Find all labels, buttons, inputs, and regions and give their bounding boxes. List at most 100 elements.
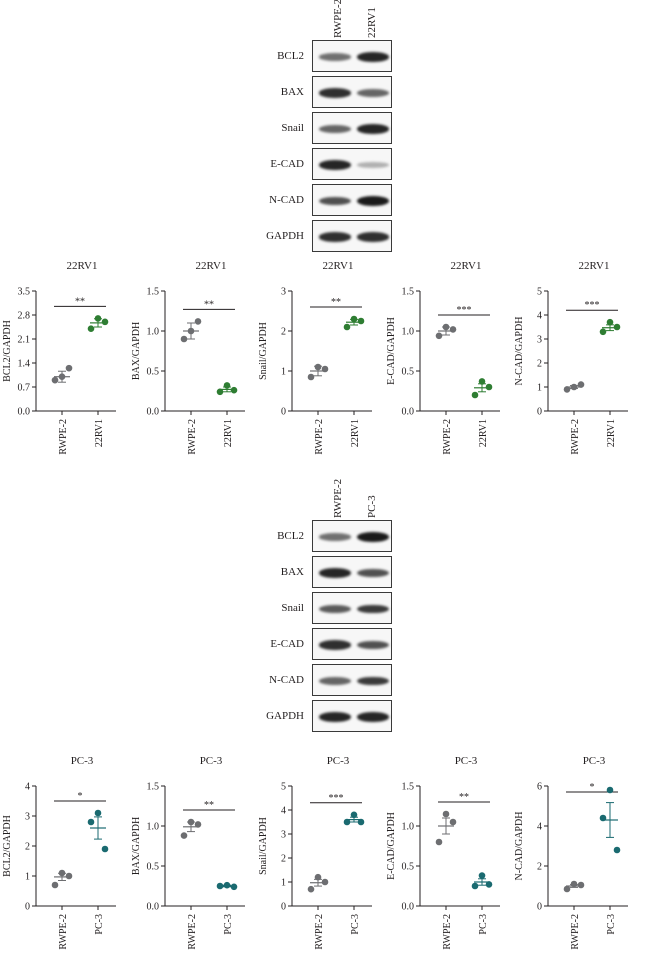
data-point (577, 881, 585, 889)
blot-band (319, 568, 351, 578)
blot-strip-n-cad (312, 664, 392, 696)
blot-strip-bcl2 (312, 520, 392, 552)
blot-band (357, 640, 389, 650)
data-point (65, 364, 73, 372)
data-point (485, 383, 493, 391)
y-tick-label: 0.5 (147, 862, 160, 873)
y-axis-label: Snail/GAPDH (258, 322, 269, 380)
data-point (599, 814, 607, 822)
band-label-n-cad: N-CAD (269, 674, 304, 686)
significance-label: ** (204, 800, 214, 811)
y-tick-label: 2 (537, 359, 542, 370)
blot-band (319, 533, 351, 541)
data-point (94, 315, 102, 322)
y-axis-label: BCL2/GAPDH (2, 815, 13, 877)
data-point (435, 332, 443, 340)
data-point (51, 881, 59, 889)
x-tick-label: RWPE-2 (570, 419, 581, 455)
chart-title: 22RV1 (579, 260, 610, 272)
y-tick-label: 1.0 (147, 822, 160, 833)
y-tick-label: 0 (281, 407, 286, 418)
blot-band (319, 196, 351, 206)
x-tick-label: PC-3 (478, 914, 489, 935)
chart-title: 22RV1 (323, 260, 354, 272)
blot-band (357, 604, 389, 614)
data-point (180, 832, 188, 839)
x-tick-label: 22RV1 (606, 419, 617, 447)
western-blot-pc3: RWPE-2 PC-3 BCL2 BAX Snail E-CAD N-CAD GAPDH (250, 479, 395, 732)
band-label-gapdh: GAPDH (266, 710, 304, 722)
y-tick-label: 0.0 (147, 407, 160, 418)
blot-band (357, 52, 389, 62)
y-tick-label: 1 (281, 878, 286, 889)
data-point (577, 381, 585, 388)
data-point (449, 818, 457, 826)
data-point (350, 811, 358, 819)
data-point (357, 317, 365, 325)
x-tick-label: 22RV1 (478, 419, 489, 447)
band-label-e-cad: E-CAD (270, 158, 304, 170)
data-point (314, 873, 322, 881)
x-tick-label: RWPE-2 (58, 419, 69, 455)
significance-label: *** (585, 300, 600, 311)
y-tick-label: 0.0 (402, 902, 415, 913)
data-point (194, 318, 202, 325)
blot-band (319, 677, 351, 685)
blot-band (357, 532, 389, 542)
data-point (51, 376, 59, 384)
y-tick-label: 0 (537, 407, 542, 418)
data-point (101, 318, 109, 326)
blot-strip-e-cad (312, 148, 392, 180)
chart-title: PC-3 (455, 755, 478, 767)
y-tick-label: 0 (25, 902, 30, 913)
x-tick-label: RWPE-2 (58, 914, 69, 950)
data-point (570, 880, 578, 888)
data-point (343, 818, 351, 826)
y-axis-label: Snail/GAPDH (258, 817, 269, 875)
data-point (613, 846, 621, 854)
blot-band (319, 125, 351, 133)
data-point (58, 373, 66, 381)
x-tick-label: 22RV1 (223, 419, 234, 447)
y-tick-label: 0 (281, 902, 286, 913)
data-point (230, 883, 238, 891)
blot-band (357, 89, 389, 97)
y-tick-label: 2 (537, 862, 542, 873)
chart-title: 22RV1 (451, 260, 482, 272)
y-axis-label: BAX/GAPDH (131, 817, 142, 875)
data-point (194, 821, 202, 828)
y-tick-label: 1.0 (402, 822, 415, 833)
chart-title: PC-3 (327, 755, 350, 767)
y-tick-label: 1.5 (402, 287, 415, 298)
chart-title: 22RV1 (67, 260, 98, 272)
x-tick-label: RWPE-2 (187, 914, 198, 950)
data-point (343, 323, 351, 331)
y-tick-label: 2 (281, 854, 286, 865)
blot-strip-gapdh (312, 220, 392, 252)
x-tick-label: PC-3 (606, 914, 617, 935)
blot-band (357, 124, 389, 134)
y-tick-label: 3.5 (18, 287, 31, 298)
data-point (321, 878, 329, 886)
band-label-snail: Snail (281, 122, 304, 134)
data-point (321, 365, 329, 373)
data-point (187, 818, 195, 826)
y-tick-label: 4 (537, 822, 542, 833)
band-label-bcl2: BCL2 (277, 530, 304, 542)
blot-band (357, 196, 389, 206)
x-tick-label: RWPE-2 (442, 419, 453, 455)
y-tick-label: 0.7 (18, 383, 31, 394)
significance-label: ** (204, 299, 214, 310)
y-tick-label: 1.4 (18, 359, 31, 370)
data-point (94, 809, 102, 817)
data-point (187, 327, 195, 335)
blot-strip-snail (312, 112, 392, 144)
significance-label: *** (329, 793, 344, 804)
data-point (307, 885, 315, 893)
y-tick-label: 4 (537, 311, 542, 322)
blot-band (319, 712, 351, 722)
chart-title: PC-3 (71, 755, 94, 767)
blot-strip-bax (312, 556, 392, 588)
y-tick-label: 4 (281, 806, 286, 817)
data-point (357, 818, 365, 826)
